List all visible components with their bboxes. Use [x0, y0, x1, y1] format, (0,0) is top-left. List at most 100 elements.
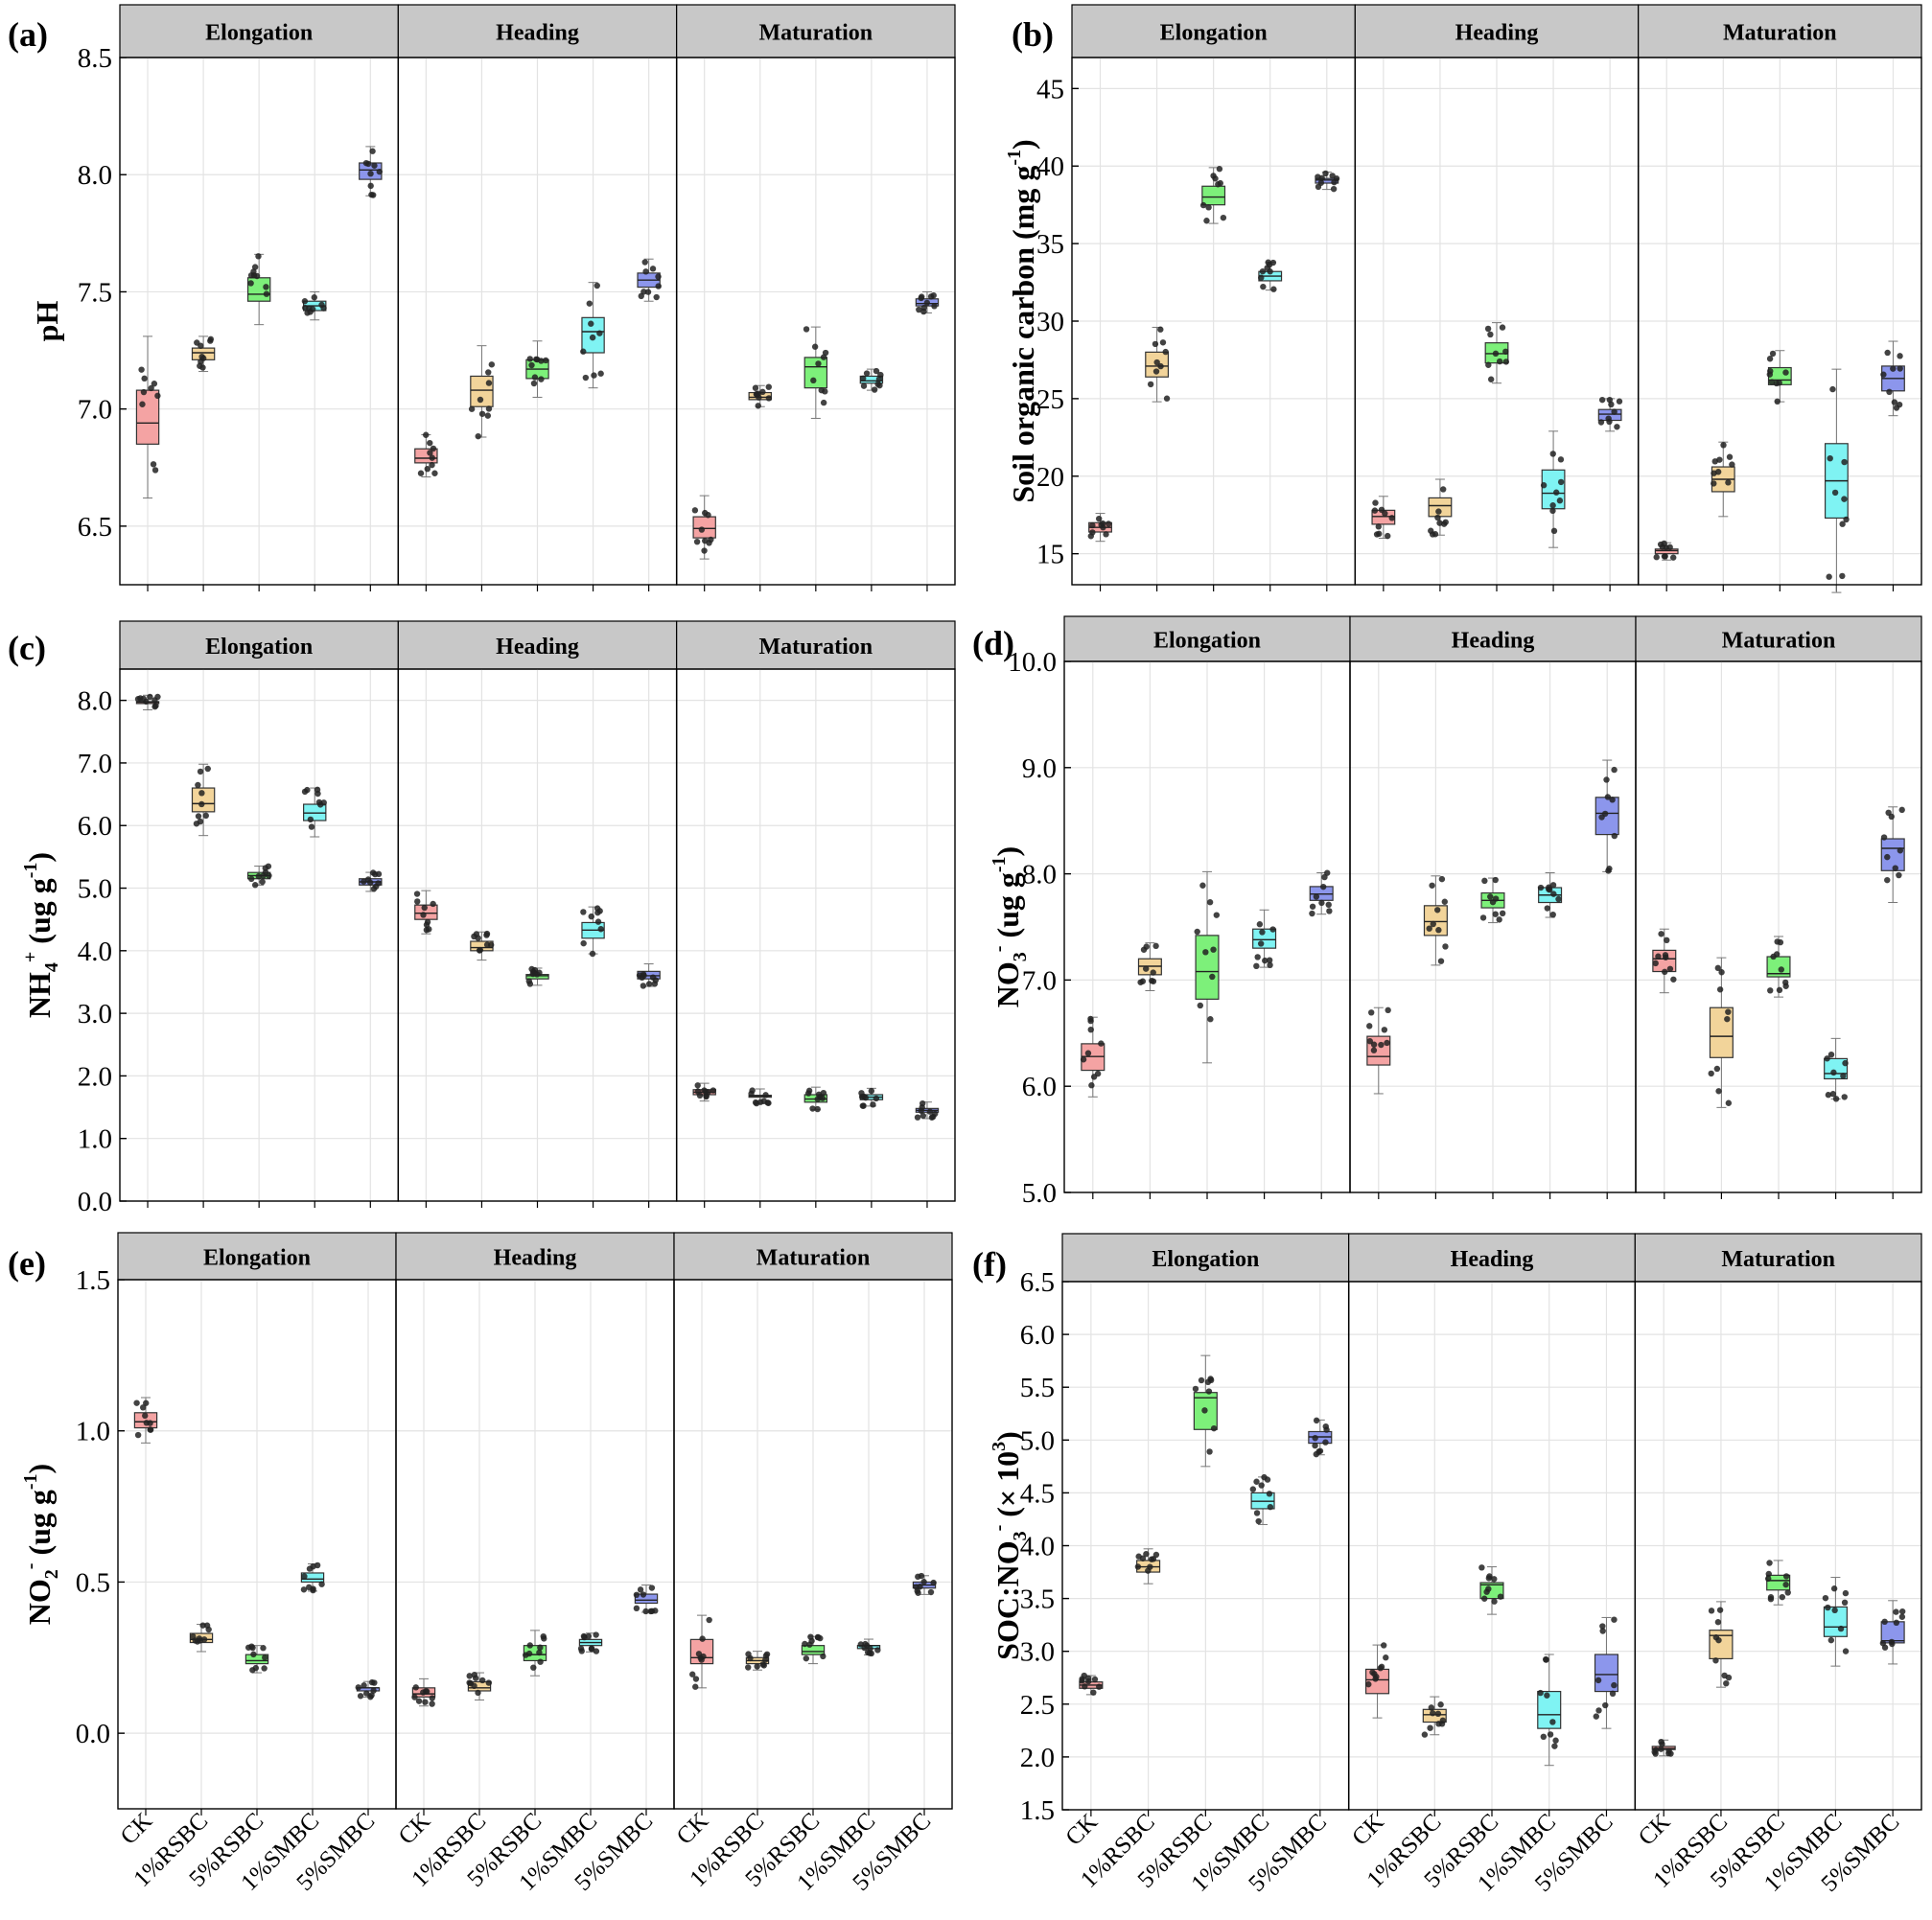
data-point [249, 1667, 256, 1674]
data-point [1432, 531, 1439, 538]
data-point [1552, 489, 1560, 496]
data-point [363, 1690, 370, 1697]
data-point [923, 299, 931, 307]
data-point [698, 1656, 705, 1663]
data-point [1095, 515, 1103, 522]
data-point [1886, 388, 1893, 396]
data-point [696, 1092, 704, 1099]
data-point [1543, 1656, 1549, 1663]
data-point [197, 1637, 203, 1644]
box-c-elongation-1 [191, 787, 216, 813]
data-point [1316, 1447, 1324, 1454]
data-point [1892, 865, 1898, 871]
data-point [483, 932, 490, 938]
data-point [693, 538, 701, 545]
data-point [691, 507, 699, 514]
data-point [593, 1631, 599, 1638]
data-point [1611, 832, 1618, 840]
data-point [1822, 1594, 1829, 1602]
data-point [1549, 507, 1556, 515]
y-tick-label: 25 [1036, 384, 1064, 415]
data-point [860, 375, 867, 382]
y-tick-label: 8.0 [78, 686, 112, 717]
data-point [1879, 1640, 1887, 1647]
y-tick-label: 2.0 [78, 1061, 112, 1092]
data-point [1537, 884, 1545, 891]
data-point [1540, 1733, 1548, 1741]
data-point [1267, 1503, 1274, 1511]
data-point [477, 946, 484, 954]
data-point [262, 1654, 268, 1661]
data-point [417, 470, 425, 476]
data-point [698, 526, 706, 533]
data-point [1143, 943, 1150, 950]
data-point [1655, 953, 1662, 960]
y-tick-label: 7.0 [78, 395, 112, 426]
data-point [1888, 1638, 1896, 1646]
data-point [1150, 1556, 1157, 1562]
data-point [1388, 515, 1395, 521]
data-point [1313, 893, 1320, 900]
data-point [1551, 1743, 1558, 1749]
data-point [1776, 986, 1783, 994]
data-point [868, 1087, 875, 1095]
y-axis-label-part: -1 [20, 863, 41, 879]
data-point [820, 1089, 827, 1097]
data-point [1492, 876, 1499, 884]
data-point [421, 904, 428, 912]
data-point [1485, 1575, 1493, 1582]
data-point [195, 781, 201, 789]
y-tick-label: 2.5 [1020, 1690, 1055, 1721]
data-point [640, 1591, 647, 1598]
data-point [642, 268, 649, 275]
data-point [1611, 408, 1618, 415]
data-point [1829, 1091, 1837, 1098]
data-point [649, 266, 657, 272]
data-point [1499, 910, 1506, 917]
data-point [1544, 905, 1550, 912]
data-point [361, 1682, 367, 1689]
data-point [1150, 978, 1157, 984]
data-point [1725, 479, 1732, 486]
data-point [867, 1645, 873, 1653]
y-tick-label: 1.0 [78, 1124, 112, 1155]
data-point [1326, 908, 1333, 914]
data-point [1266, 957, 1273, 963]
data-point [1484, 325, 1492, 333]
data-point [765, 383, 772, 390]
data-point [1269, 926, 1276, 933]
data-point [1487, 893, 1494, 900]
data-point [708, 536, 714, 544]
data-point [1205, 204, 1212, 211]
y-tick-label: 7.0 [1022, 965, 1057, 996]
data-point [1549, 911, 1556, 918]
data-point [1767, 1596, 1775, 1603]
panel-label: (d) [972, 624, 1014, 662]
x-tick-label: CK [1634, 1809, 1676, 1851]
data-point [1088, 1082, 1095, 1089]
y-axis-label: pH [30, 301, 64, 342]
y-axis-label-part: -1 [989, 856, 1010, 872]
stage-header [676, 620, 956, 670]
data-point [1253, 962, 1260, 970]
data-point [1499, 324, 1506, 331]
data-point [1487, 376, 1495, 382]
data-point [247, 280, 254, 287]
data-point [1880, 834, 1888, 841]
data-point [1782, 1581, 1789, 1588]
data-point [1312, 1434, 1318, 1442]
data-point [195, 813, 202, 820]
data-point [370, 192, 377, 198]
stage-header-label: Elongation [205, 635, 313, 659]
data-point [530, 380, 538, 387]
data-point [930, 291, 937, 299]
data-point [1205, 1388, 1213, 1395]
data-point [1082, 1683, 1088, 1690]
data-point [1713, 1065, 1721, 1073]
y-tick-label: 8.0 [1022, 860, 1057, 891]
data-point [1315, 183, 1322, 191]
y-tick-label: 9.0 [1022, 753, 1057, 784]
data-point [802, 1640, 808, 1648]
data-point [1437, 1701, 1444, 1708]
data-point [375, 870, 383, 878]
